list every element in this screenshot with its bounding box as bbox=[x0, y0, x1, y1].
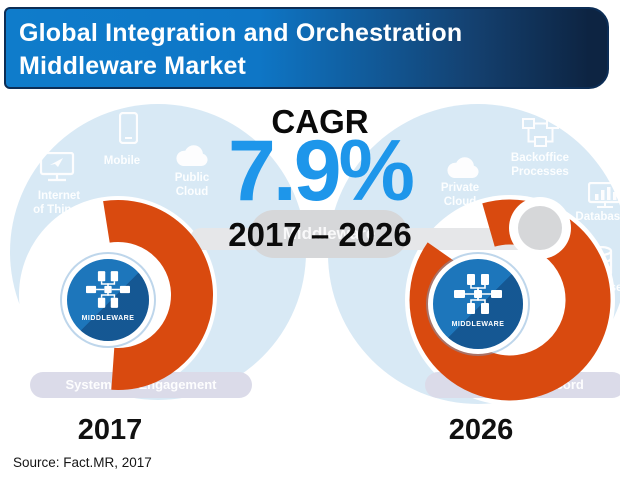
hub-label-2017: MIDDLEWARE bbox=[81, 315, 135, 322]
hub-label-2026: MIDDLEWARE bbox=[451, 321, 505, 328]
year-label-2026: 2026 bbox=[448, 414, 514, 446]
mobile-icon bbox=[118, 111, 139, 149]
page-title: Global Integration and Orchestration Mid… bbox=[19, 19, 463, 80]
cagr-value: 7.9% bbox=[227, 123, 415, 219]
public-cloud-icon bbox=[175, 144, 210, 172]
cagr-label: CAGR bbox=[271, 103, 369, 140]
title-banner: Global Integration and Orchestration Mid… bbox=[4, 7, 609, 89]
backoffice-processes-label: Backoffice Processes bbox=[510, 152, 570, 178]
private-cloud-icon bbox=[446, 156, 481, 184]
middleware-hub-2017: MIDDLEWARE bbox=[62, 254, 154, 346]
database-label: Database bbox=[575, 211, 620, 223]
hub-shadow bbox=[67, 259, 149, 341]
year-label-2017: 2017 bbox=[77, 414, 143, 446]
hub-shadow bbox=[433, 259, 523, 349]
source-note: Source: Fact.MR, 2017 bbox=[13, 455, 152, 470]
ring-2017 bbox=[103, 200, 213, 390]
middleware-network-icon bbox=[454, 274, 502, 314]
middleware-hub-2026: MIDDLEWARE bbox=[428, 254, 528, 354]
backoffice-processes-icon bbox=[522, 118, 560, 153]
public-cloud-label: Public Cloud bbox=[174, 172, 210, 198]
internet-of-things-icon bbox=[38, 151, 76, 191]
middleware-network-icon bbox=[86, 271, 130, 308]
cagr-period: 2017 – 2026 bbox=[228, 216, 412, 253]
bus-node-icon bbox=[518, 206, 562, 250]
mobile-label: Mobile bbox=[103, 155, 141, 167]
middleware-bus-pill: Middleware bbox=[250, 210, 408, 258]
database-analytics-icon bbox=[587, 181, 620, 215]
